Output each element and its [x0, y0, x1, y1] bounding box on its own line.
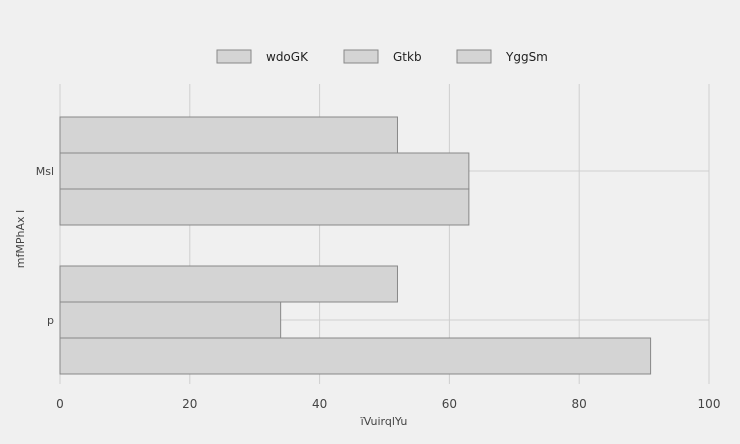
legend-swatch — [216, 49, 252, 64]
bar-wdoGK-Msl — [59, 116, 398, 154]
x-tick-label: 40 — [312, 397, 327, 411]
legend-label: YggSm — [505, 50, 548, 64]
bar-wdoGK-p — [59, 265, 398, 303]
bar-Gtkb-p — [59, 301, 282, 339]
bar-YggSm-p — [59, 337, 652, 375]
x-tick-label: 20 — [182, 397, 197, 411]
bars — [59, 116, 652, 375]
bar-Gtkb-Msl — [59, 152, 470, 190]
x-tick-label: 0 — [56, 397, 64, 411]
y-axis-label: mfMPhAx I — [14, 210, 27, 268]
y-category-label: p — [47, 314, 54, 327]
legend-swatch — [343, 49, 379, 64]
bar-YggSm-Msl — [59, 188, 470, 226]
x-tick-label: 60 — [442, 397, 457, 411]
legend-label: wdoGK — [266, 50, 309, 64]
y-categories: Msl p — [36, 165, 54, 327]
x-tick-label: 100 — [698, 397, 721, 411]
x-axis-label: ïVuirqlYu — [360, 415, 408, 428]
legend: wdoGK Gtkb YggSm — [216, 49, 548, 64]
x-ticks: 0 20 40 60 80 100 — [56, 397, 720, 411]
legend-label: Gtkb — [393, 50, 422, 64]
legend-swatch — [456, 49, 492, 64]
x-tick-label: 80 — [572, 397, 587, 411]
y-category-label: Msl — [36, 165, 54, 178]
